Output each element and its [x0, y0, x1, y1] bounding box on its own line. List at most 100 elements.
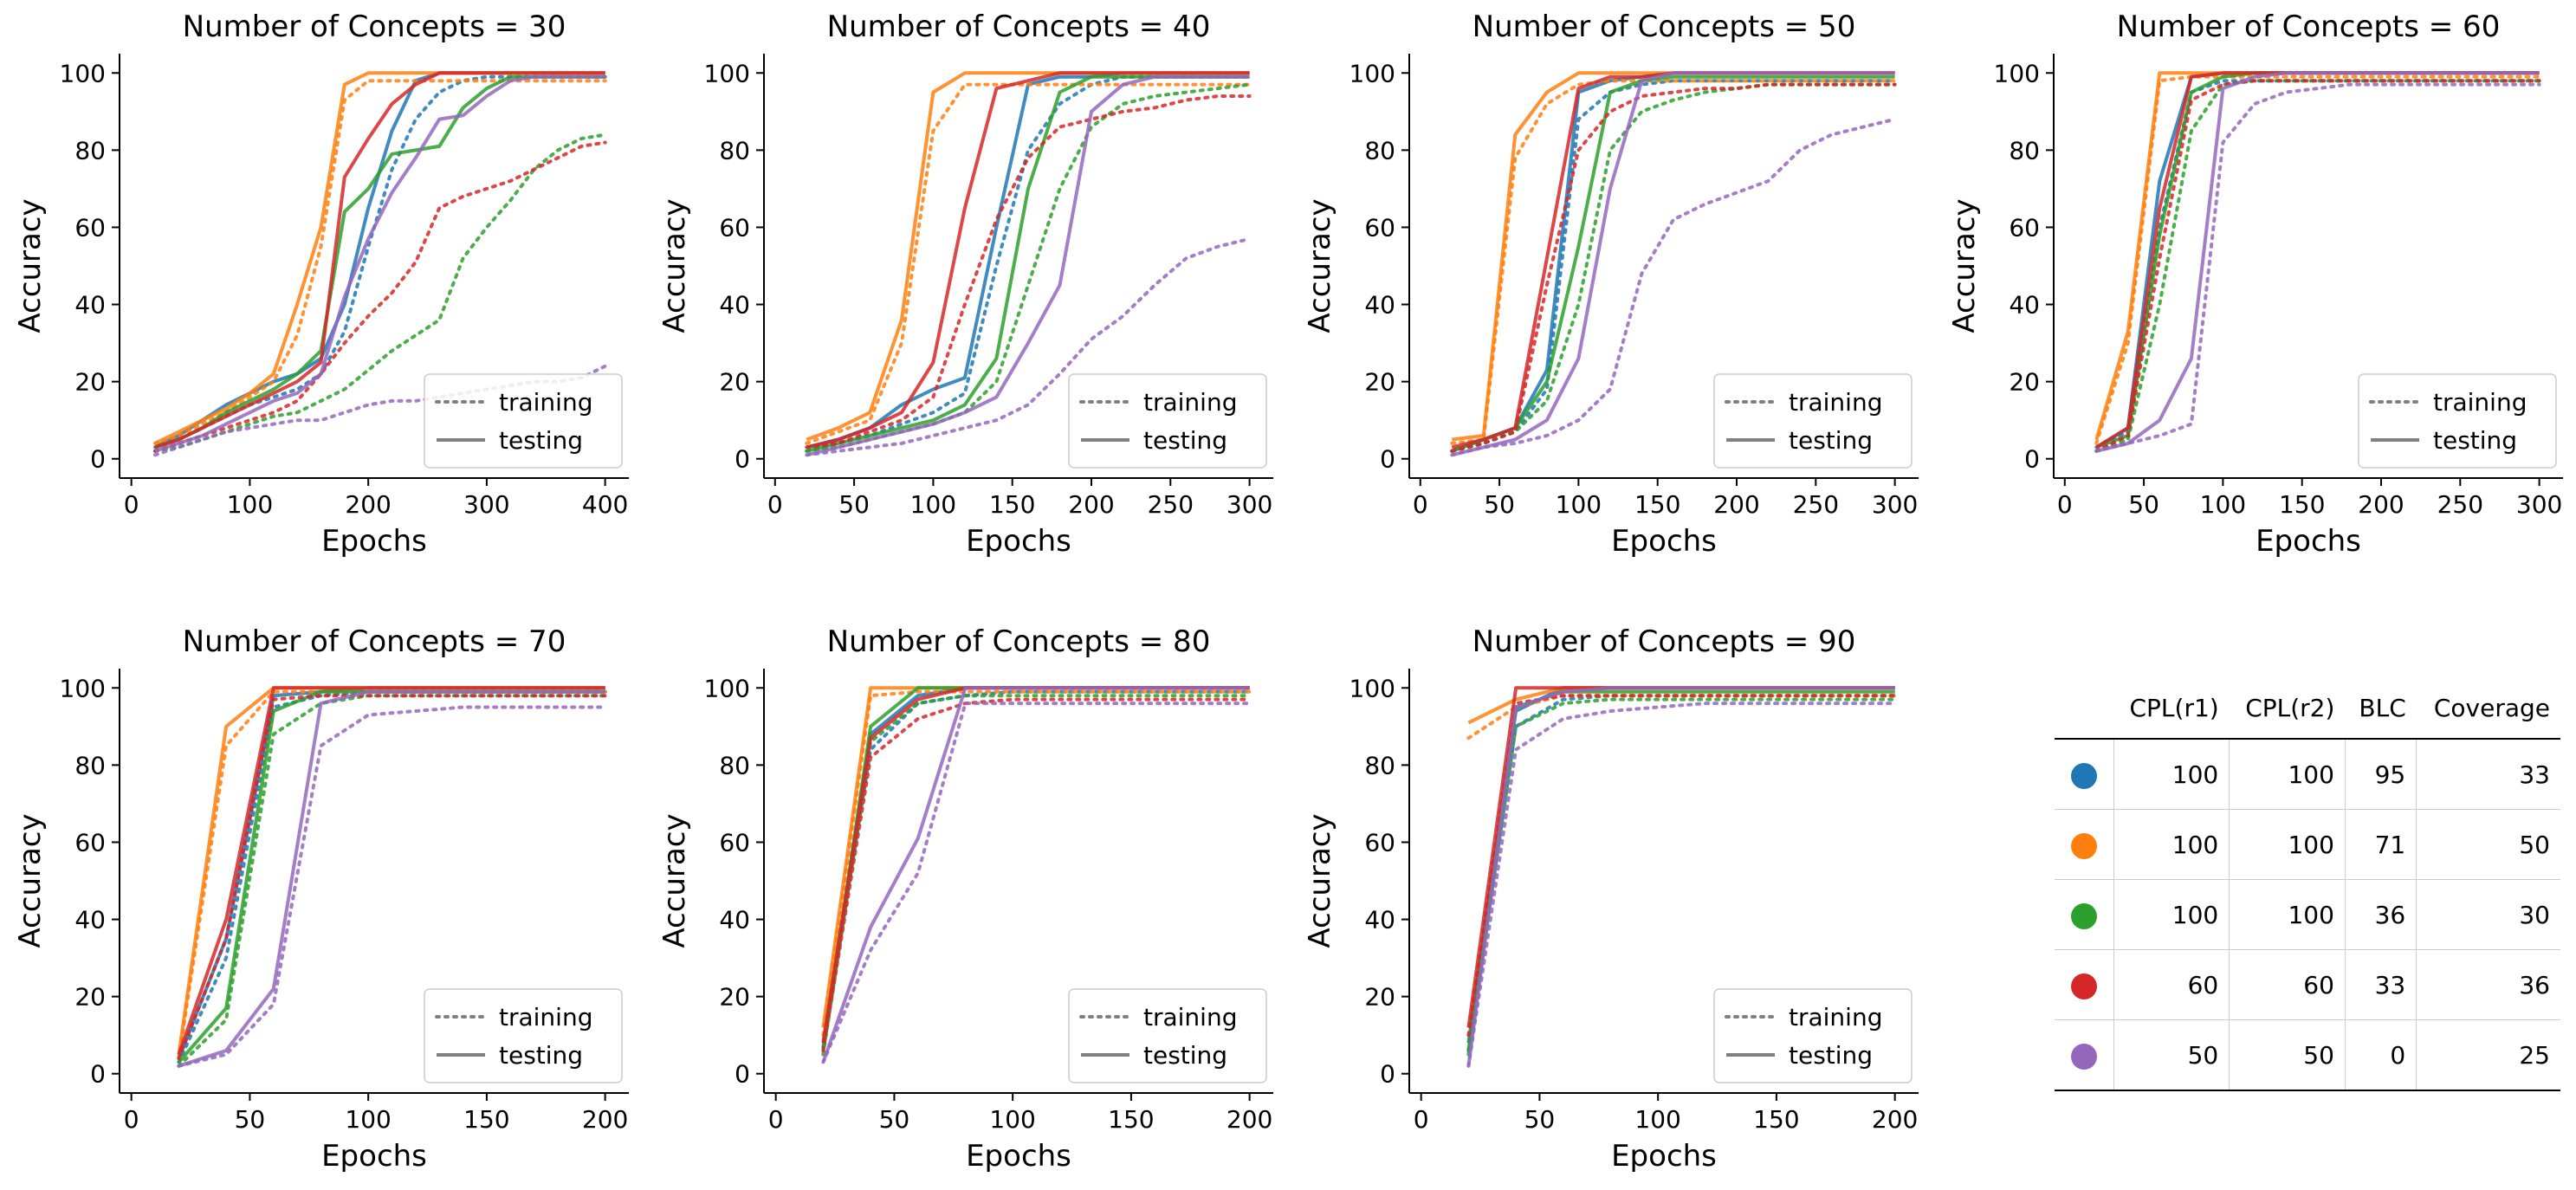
series-line-r3-testing	[1451, 74, 1895, 453]
color-dot-icon	[2070, 762, 2097, 789]
x-tick-label: 200	[582, 1105, 628, 1134]
x-tick-label: 150	[1634, 490, 1680, 519]
legend-training-label: training	[2433, 388, 2527, 417]
y-axis-label: Accuracy	[13, 813, 48, 947]
series-line-r5-training	[1466, 702, 1897, 1068]
x-axis-label: Epochs	[966, 524, 1071, 559]
table-row: 100 100 95 33	[2055, 738, 2560, 810]
series-line-r2-testing	[821, 686, 1250, 1028]
x-tick-label: 300	[1227, 490, 1272, 519]
cpl-r2-cell: 100	[2229, 879, 2346, 950]
legend-testing-label: testing	[1789, 1041, 1873, 1070]
legend: training testing	[1713, 988, 1913, 1083]
y-tick-label: 20	[74, 983, 106, 1012]
subplot-5: Number of Concepts = 70 0 20 40 60 80 100 0 50 10…	[13, 624, 629, 1174]
coverage-cell: 25	[2416, 1019, 2560, 1091]
x-tick-label: 50	[879, 1105, 910, 1134]
x-axis-label: Epochs	[321, 1139, 427, 1174]
chart-title: Number of Concepts = 80	[827, 624, 1211, 659]
y-tick-label: 20	[74, 368, 106, 397]
x-tick-label: 250	[2437, 490, 2483, 519]
x-tick-label: 100	[910, 490, 956, 519]
series-line-r2-training	[2094, 74, 2541, 445]
series-line-r3-training	[1466, 697, 1897, 1057]
x-tick-label: 100	[1556, 490, 1602, 519]
y-tick-label: 40	[1364, 906, 1395, 935]
coverage-cell: 36	[2416, 949, 2560, 1020]
table-header-row: CPL(r1) CPL(r2) BLC Coverage	[2055, 677, 2560, 740]
series-line-r4-training	[821, 697, 1252, 1052]
legend-training-label: training	[499, 388, 592, 417]
x-tick-label: 150	[2279, 490, 2325, 519]
x-tick-label: 50	[838, 490, 870, 519]
subplot-4: Number of Concepts = 60 0 20 40 60 80 100 0 50 10…	[1947, 10, 2563, 559]
series-line-r5-testing	[154, 74, 605, 453]
y-tick-label: 40	[74, 906, 106, 935]
cpl-r1-cell: 60	[2113, 949, 2230, 1020]
legend-testing-label: testing	[499, 1041, 583, 1070]
y-tick-label: 100	[704, 59, 750, 87]
y-tick-label: 60	[1364, 213, 1395, 242]
table-row: 100 100 36 30	[2055, 879, 2560, 950]
chart-title: Number of Concepts = 30	[183, 10, 566, 44]
series-line-r3-training	[821, 694, 1252, 1057]
legend: training testing	[1068, 988, 1267, 1083]
y-tick-label: 0	[1380, 1060, 1395, 1089]
legend-training-label: training	[1143, 388, 1237, 417]
row-color-cell	[2055, 809, 2113, 880]
legend-box	[2358, 373, 2557, 469]
legend: training testing	[424, 988, 623, 1083]
cpl-r2-cell: 100	[2229, 809, 2346, 880]
y-axis-label: Accuracy	[657, 813, 692, 947]
x-tick-label: 300	[463, 490, 509, 519]
y-tick-label: 80	[2009, 136, 2040, 165]
y-tick-label: 40	[719, 906, 750, 935]
subplot-1: Number of Concepts = 30 0 20 40 60 80 100 0 100 2…	[13, 10, 629, 559]
series-line-r2-training	[153, 79, 607, 445]
legend-box	[424, 988, 623, 1083]
x-axis-label: Epochs	[1611, 524, 1717, 559]
x-tick-label: 200	[2358, 490, 2404, 519]
subplot-2: Number of Concepts = 40 0 20 40 60 80 100 0 50 10…	[657, 10, 1273, 559]
series-line-r4-testing	[806, 71, 1250, 449]
subplot-3: Number of Concepts = 50 0 20 40 60 80 100 0 50 10…	[1303, 10, 1919, 559]
legend-box	[1068, 373, 1267, 469]
series-line-r2-training	[821, 689, 1252, 1038]
color-dot-icon	[2070, 832, 2097, 859]
subplot-6: Number of Concepts = 80 0 20 40 60 80 100 0 50 10…	[657, 624, 1273, 1174]
y-tick-label: 40	[74, 291, 106, 320]
series-line-r4-testing	[177, 686, 605, 1056]
y-axis-label: Accuracy	[13, 198, 48, 333]
x-tick-label: 100	[345, 1105, 391, 1134]
cpl-r1-cell: 100	[2113, 738, 2230, 810]
y-tick-label: 60	[719, 828, 750, 857]
blc-cell: 33	[2344, 949, 2417, 1020]
series-line-r4-training	[2094, 79, 2541, 453]
y-tick-label: 40	[1364, 291, 1395, 320]
series-line-r5-training	[2094, 82, 2541, 453]
chart-title: Number of Concepts = 50	[1472, 10, 1856, 44]
y-tick-label: 20	[719, 983, 750, 1012]
chart-title: Number of Concepts = 90	[1472, 624, 1856, 659]
blc-cell: 0	[2344, 1019, 2417, 1091]
x-tick-label: 200	[1068, 490, 1114, 519]
x-tick-label: 0	[767, 490, 783, 519]
x-tick-label: 250	[1793, 490, 1839, 519]
legend-training-label: training	[1789, 388, 1882, 417]
x-axis-label: Epochs	[966, 1139, 1071, 1174]
x-tick-label: 100	[1634, 1105, 1680, 1134]
series-line-r4-testing	[154, 71, 605, 449]
x-tick-label: 200	[1872, 1105, 1918, 1134]
y-tick-label: 80	[1364, 751, 1395, 779]
table-header-coverage: Coverage	[2416, 677, 2560, 740]
x-axis-label: Epochs	[2256, 524, 2361, 559]
subplot-7: Number of Concepts = 90 0 20 40 60 80 100 0 50 10…	[1303, 624, 1919, 1174]
x-tick-label: 400	[582, 490, 628, 519]
y-tick-label: 100	[1349, 59, 1395, 87]
series-line-r1-training	[821, 689, 1252, 1049]
table-header-color	[2055, 677, 2113, 740]
series-line-r5-training	[821, 702, 1252, 1064]
color-dot-icon	[2070, 973, 2097, 999]
row-color-cell	[2055, 738, 2113, 810]
